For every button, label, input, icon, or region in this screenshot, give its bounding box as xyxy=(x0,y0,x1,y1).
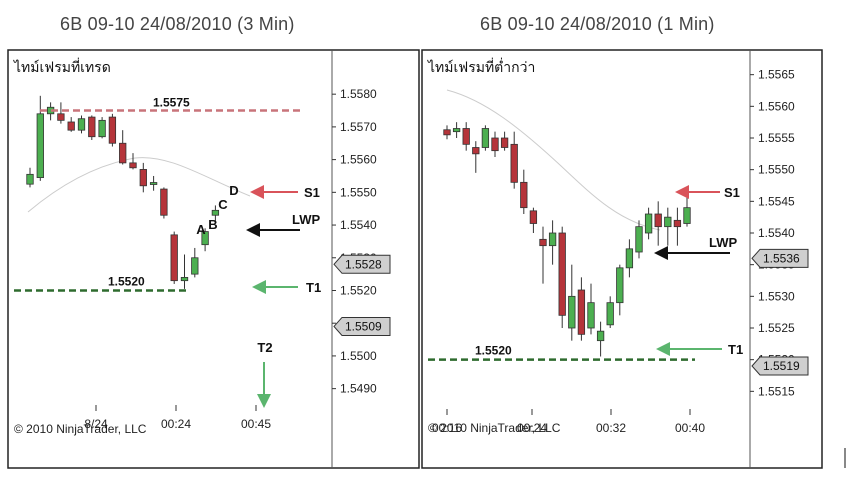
candle-body xyxy=(57,113,65,121)
candle-body xyxy=(149,182,158,185)
candle-letter: C xyxy=(218,197,228,212)
candle-letter: A xyxy=(196,222,206,237)
lwp-arrow-head xyxy=(246,223,260,237)
chart-frame xyxy=(7,49,420,469)
price-badge-text: 1.5528 xyxy=(345,257,382,271)
timeframe-label: ไทม์เฟรมที่เทรด xyxy=(13,58,111,76)
t1-label: T1 xyxy=(306,280,321,295)
candle-letter: D xyxy=(229,183,238,198)
lwp-label: LWP xyxy=(292,212,320,227)
support-level-label: 1.5520 xyxy=(108,274,145,288)
candle-body xyxy=(139,169,147,187)
resistance-level-label: 1.5575 xyxy=(153,96,190,110)
candle-body xyxy=(88,116,96,138)
candle-body xyxy=(98,119,106,138)
candle-body xyxy=(67,121,75,131)
y-tick-label: 1.5550 xyxy=(340,185,377,199)
y-tick-label: 1.5540 xyxy=(340,218,377,232)
price-badge-text: 1.5509 xyxy=(345,319,382,333)
s1-arrow-head xyxy=(250,185,264,199)
y-tick-label: 1.5570 xyxy=(340,120,377,134)
chart-right-title: 6B 09-10 24/08/2010 (1 Min) xyxy=(480,14,715,34)
moving-average-line xyxy=(27,157,251,213)
y-tick-label: 1.5520 xyxy=(340,283,377,297)
candle-body xyxy=(201,231,209,246)
y-tick-label: 1.5490 xyxy=(340,382,377,396)
t1-arrow-head xyxy=(252,280,266,294)
chart-left-title: 6B 09-10 24/08/2010 (3 Min) xyxy=(60,14,295,34)
y-tick-label: 1.5580 xyxy=(340,87,377,101)
y-tick-label: 1.5560 xyxy=(340,153,377,167)
price-badge-shape xyxy=(333,254,391,274)
copyright-text: © 2010 NinjaTrader, LLC xyxy=(14,422,147,436)
candle-body xyxy=(26,173,34,185)
candle-letter: B xyxy=(208,217,217,232)
s1-label: S1 xyxy=(304,185,320,200)
candle-body xyxy=(36,113,44,179)
t2-label: T2 xyxy=(257,340,272,355)
candle-body xyxy=(191,257,199,275)
t2-arrow-head xyxy=(257,394,271,408)
y-tick-label: 1.5500 xyxy=(340,349,377,363)
candle-body xyxy=(119,142,127,164)
x-tick-label: 00:24 xyxy=(161,417,191,431)
x-tick-label: 00:45 xyxy=(241,417,271,431)
candle-body xyxy=(160,188,168,216)
candle-body xyxy=(77,118,86,131)
candle-body xyxy=(211,209,220,216)
x-tick-label: 8/24 xyxy=(84,417,108,431)
candle-body xyxy=(108,116,117,144)
candle-body xyxy=(129,162,137,169)
candle-body xyxy=(170,234,178,282)
candle-body xyxy=(180,276,189,282)
price-badge-shape xyxy=(333,316,391,336)
